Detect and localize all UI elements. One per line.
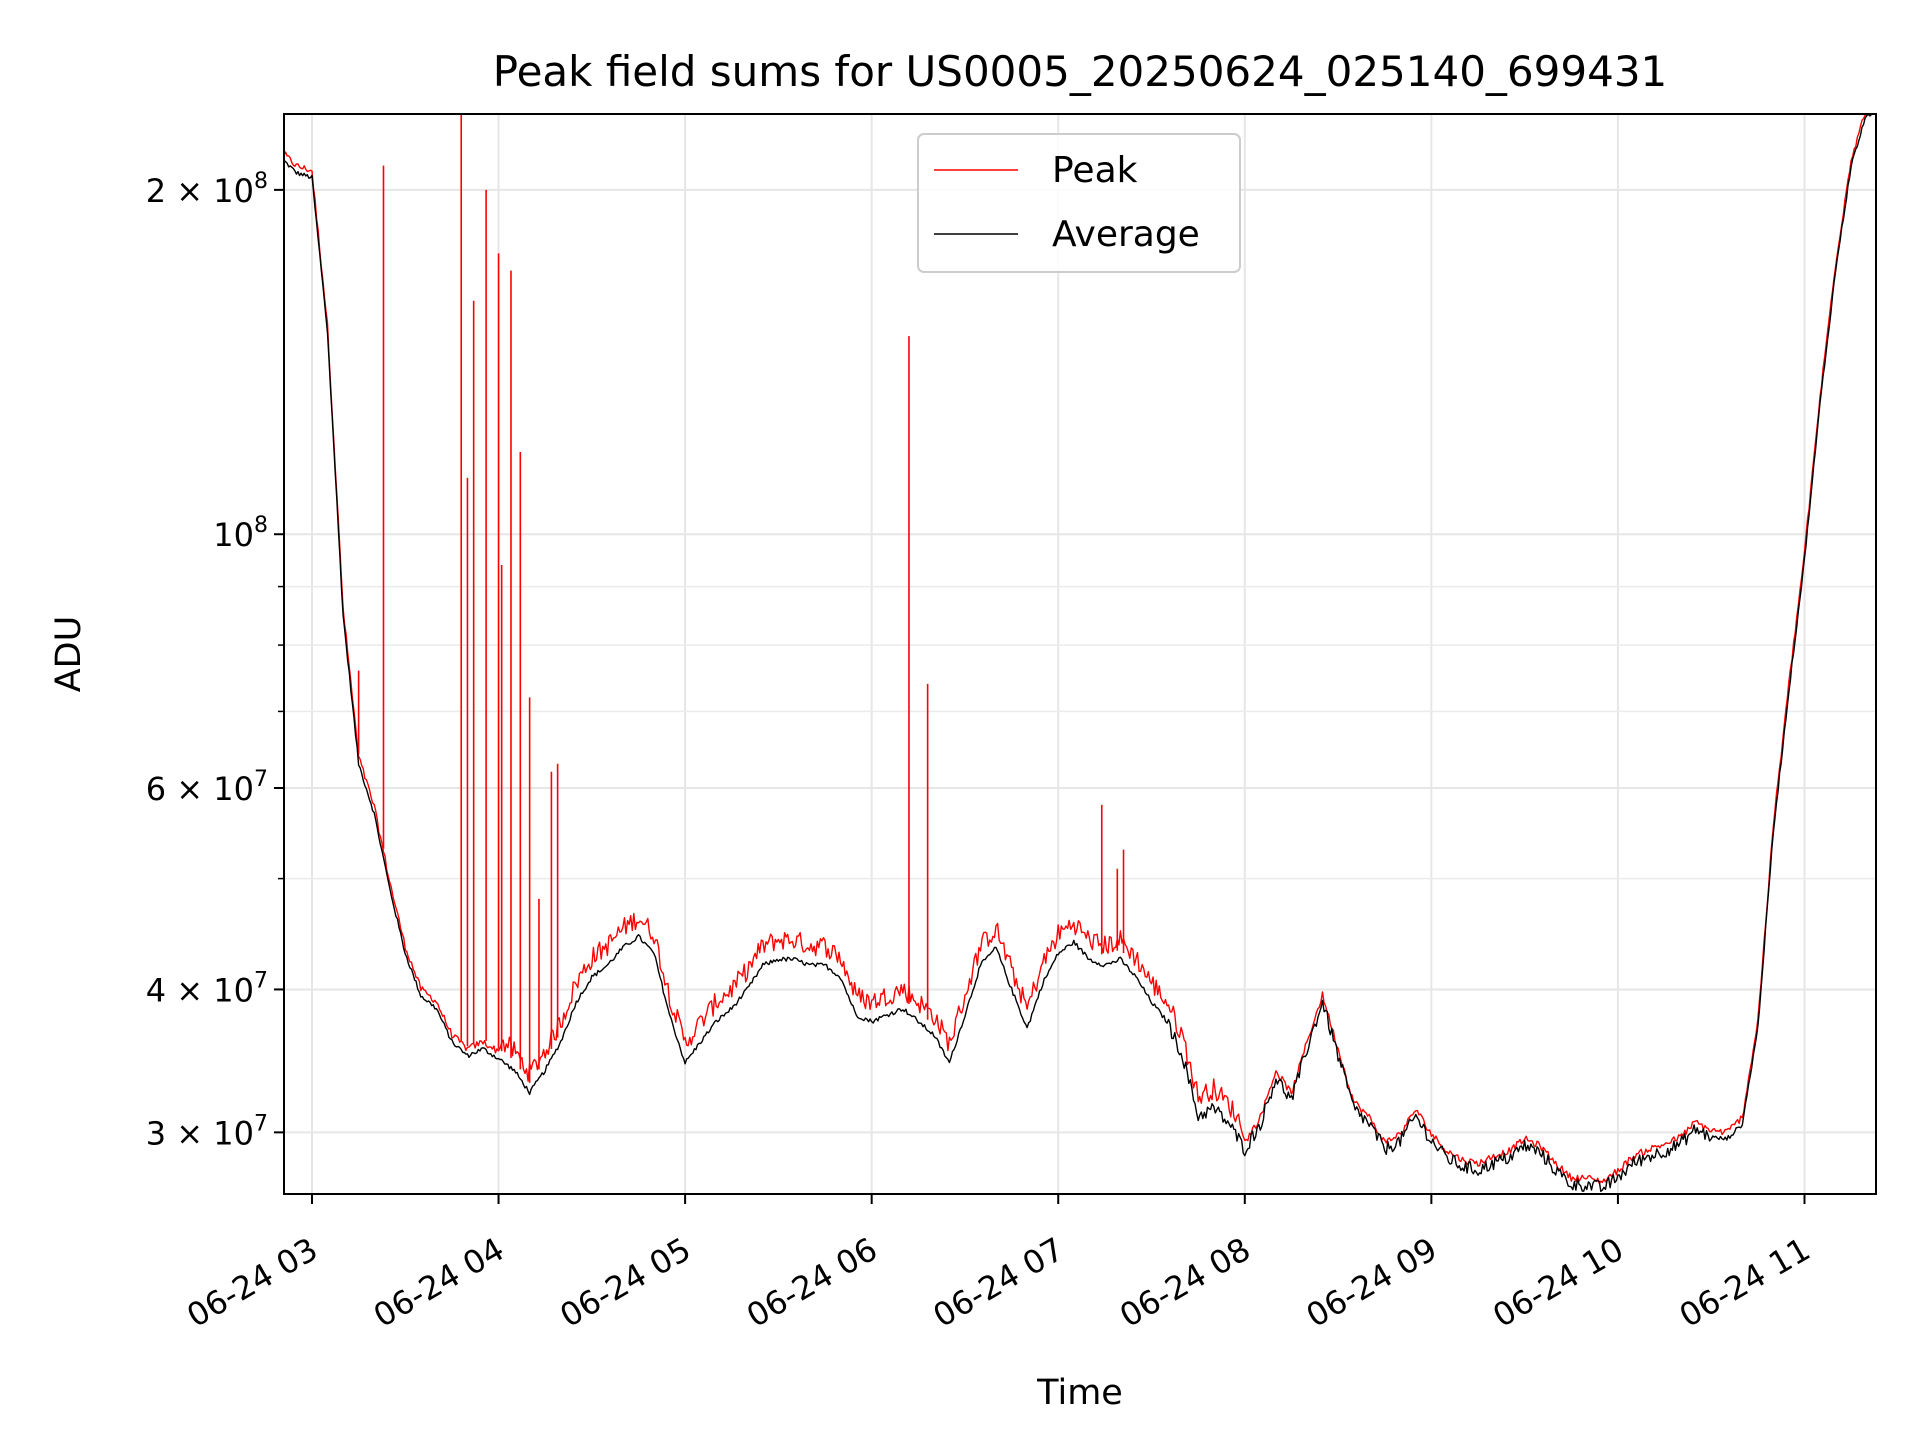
y-tick-label: 6 × 107 — [146, 767, 268, 808]
y-tick-label: 2 × 108 — [146, 169, 268, 210]
legend-label-peak: Peak — [1052, 150, 1138, 191]
y-axis-title: ADU — [49, 616, 89, 693]
series-average-line — [283, 113, 1876, 1193]
y-tick-label: 108 — [213, 513, 268, 554]
legend: Peak Average — [917, 133, 1241, 273]
x-axis: 06-24 03 06-24 04 06-24 05 06-24 06 06-24 07… — [180, 1194, 1816, 1335]
series-peak-line — [283, 113, 1876, 1185]
x-tick-label: 06-24 05 — [554, 1230, 698, 1335]
grid — [284, 114, 1876, 1194]
y-axis: 3 × 107 4 × 107 6 × 107 108 2 × 108 — [146, 169, 284, 1152]
legend-box — [917, 133, 1241, 273]
x-tick-label: 06-24 11 — [1673, 1230, 1817, 1335]
legend-label-average: Average — [1052, 214, 1200, 255]
x-tick-label: 06-24 03 — [180, 1230, 324, 1335]
x-axis-title: Time — [1036, 1373, 1123, 1413]
series-peak — [283, 113, 1876, 1185]
x-tick-label: 06-24 09 — [1300, 1230, 1444, 1335]
y-tick-label: 4 × 107 — [146, 968, 268, 1009]
x-tick-label: 06-24 07 — [927, 1230, 1071, 1335]
x-tick-label: 06-24 06 — [740, 1230, 884, 1335]
plot-frame — [283, 113, 1877, 1195]
y-tick-label: 3 × 107 — [146, 1111, 268, 1152]
x-tick-label: 06-24 08 — [1113, 1230, 1257, 1335]
chart-title: Peak field sums for US0005_20250624_0251… — [493, 47, 1668, 96]
x-tick-label: 06-24 04 — [367, 1230, 511, 1335]
series-average — [283, 113, 1876, 1193]
x-tick-label: 06-24 10 — [1486, 1230, 1630, 1335]
